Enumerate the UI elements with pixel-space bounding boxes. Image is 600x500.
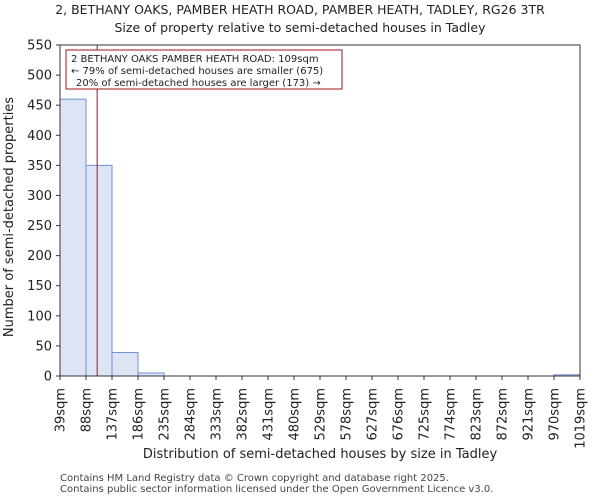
footer-copyright: Contains HM Land Registry data © Crown c… — [60, 473, 449, 484]
x-tick-label: 725sqm — [418, 388, 433, 441]
x-tick-label: 382sqm — [236, 388, 251, 441]
x-tick-label: 333sqm — [210, 388, 225, 441]
x-tick-label: 1019sqm — [574, 388, 589, 449]
y-tick-label: 400 — [27, 129, 52, 144]
bar — [59, 98, 87, 377]
plot-frame — [59, 44, 581, 377]
y-tick-label: 300 — [27, 189, 52, 204]
y-tick-label: 350 — [27, 159, 52, 174]
x-tick-label: 676sqm — [392, 388, 407, 441]
y-tick-label: 50 — [35, 339, 52, 354]
bar — [111, 352, 139, 377]
y-tick-label: 250 — [27, 219, 52, 234]
annotation-line-1: 2 BETHANY OAKS PAMBER HEATH ROAD: 109sqm — [71, 54, 319, 65]
annotation-box — [65, 49, 343, 90]
y-axis-label: Number of semi-detached properties — [2, 97, 17, 337]
x-tick-label: 529sqm — [314, 388, 329, 441]
y-tick-label: 0 — [44, 370, 52, 385]
chart-subtitle: Size of property relative to semi-detach… — [114, 20, 486, 35]
chart-title: 2, BETHANY OAKS, PAMBER HEATH ROAD, PAMB… — [55, 2, 545, 17]
x-tick-label: 823sqm — [470, 388, 485, 441]
x-tick-label: 137sqm — [106, 388, 121, 441]
x-tick-label: 235sqm — [158, 388, 173, 441]
x-tick-label: 39sqm — [54, 388, 69, 432]
x-tick-label: 186sqm — [132, 388, 147, 441]
y-tick-label: 150 — [27, 279, 52, 294]
x-tick-label: 578sqm — [340, 388, 355, 441]
x-tick-label: 872sqm — [496, 388, 511, 441]
y-tick-label: 200 — [27, 249, 52, 264]
x-tick-label: 921sqm — [522, 388, 537, 441]
x-tick-label: 88sqm — [80, 388, 95, 432]
annotation-line-3: 20% of semi-detached houses are larger (… — [76, 78, 321, 89]
y-tick-label: 450 — [27, 99, 52, 114]
x-tick-label: 480sqm — [288, 388, 303, 441]
x-tick-label: 774sqm — [444, 388, 459, 441]
x-tick-label: 284sqm — [184, 388, 199, 441]
x-tick-label: 627sqm — [366, 388, 381, 441]
x-tick-label: 431sqm — [262, 388, 277, 441]
y-tick-label: 500 — [27, 69, 52, 84]
x-tick-label: 970sqm — [548, 388, 563, 441]
y-tick-label: 100 — [27, 309, 52, 324]
y-tick-label: 550 — [27, 39, 52, 54]
x-axis-label: Distribution of semi-detached houses by … — [143, 447, 498, 462]
footer-licence: Contains public sector information licen… — [60, 484, 494, 495]
bar — [85, 164, 113, 377]
annotation-line-2: ← 79% of semi-detached houses are smalle… — [71, 66, 323, 77]
